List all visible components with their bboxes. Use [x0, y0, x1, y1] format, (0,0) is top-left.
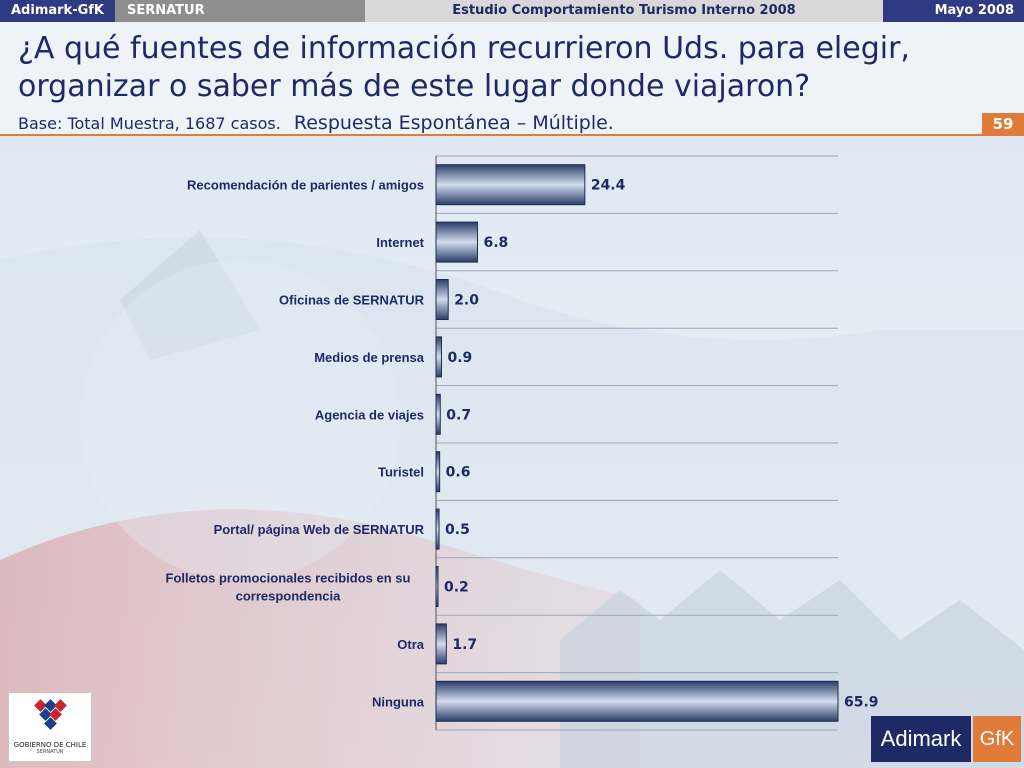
header-client: SERNATUR: [115, 0, 365, 22]
gobierno-emblem-icon: [34, 699, 67, 730]
value-label: 0.2: [444, 580, 469, 596]
slide-subtitle: Base: Total Muestra, 1687 casos. Respues…: [18, 112, 614, 134]
bar: [435, 623, 447, 665]
category-label: Internet: [376, 235, 424, 250]
value-label: 24.4: [591, 178, 626, 194]
gobierno-sub-label: SERNATUR: [36, 749, 64, 755]
bar: [435, 279, 449, 320]
value-label: 2.0: [454, 293, 479, 309]
bar: [435, 451, 441, 493]
category-label: Portal/ página Web de SERNATUR: [214, 522, 425, 537]
base-text: Base: Total Muestra, 1687 casos.: [18, 114, 281, 133]
bar: [435, 680, 839, 722]
bar: [435, 393, 441, 435]
bar: [435, 566, 439, 607]
value-label: 1.7: [452, 637, 477, 653]
header-date: Mayo 2008: [883, 0, 1024, 22]
bar: [435, 164, 586, 206]
gobierno-logo: GOBIERNO DE CHILE SERNATUR: [8, 692, 92, 762]
bar: [435, 221, 478, 263]
category-label: Otra: [397, 637, 425, 652]
category-label: Folletos promocionales recibidos en su co…: [166, 571, 411, 604]
value-label: 0.7: [446, 407, 471, 423]
category-label: Recomendación de parientes / amigos: [187, 178, 424, 193]
gobierno-label: GOBIERNO DE CHILE: [13, 741, 87, 749]
category-label: Medios de prensa: [314, 350, 425, 365]
logo-adimark-text: Adimark: [871, 716, 971, 762]
title-divider: [0, 134, 1024, 136]
value-label: 6.8: [483, 235, 508, 251]
value-label: 65.9: [844, 694, 879, 710]
response-type-text: Respuesta Espontánea – Múltiple.: [293, 112, 614, 134]
slide-title: ¿A qué fuentes de información recurriero…: [18, 31, 910, 104]
value-label: 0.6: [446, 465, 471, 481]
value-label: 0.9: [447, 350, 472, 366]
header-study-title: Estudio Comportamiento Turismo Interno 2…: [365, 0, 883, 22]
header-company: Adimark-GfK: [0, 0, 115, 22]
bar: [435, 336, 442, 378]
logo-gfk-text: GfK: [973, 716, 1021, 762]
value-label: 0.5: [445, 522, 470, 538]
category-label: Agencia de viajes: [315, 407, 424, 422]
category-label: Ninguna: [372, 694, 425, 709]
page-number: 59: [982, 113, 1024, 135]
adimark-gfk-logo: Adimark GfK: [871, 716, 1021, 762]
category-label: Oficinas de SERNATUR: [279, 293, 425, 308]
category-label: Turistel: [378, 465, 424, 480]
bar: [435, 508, 440, 550]
